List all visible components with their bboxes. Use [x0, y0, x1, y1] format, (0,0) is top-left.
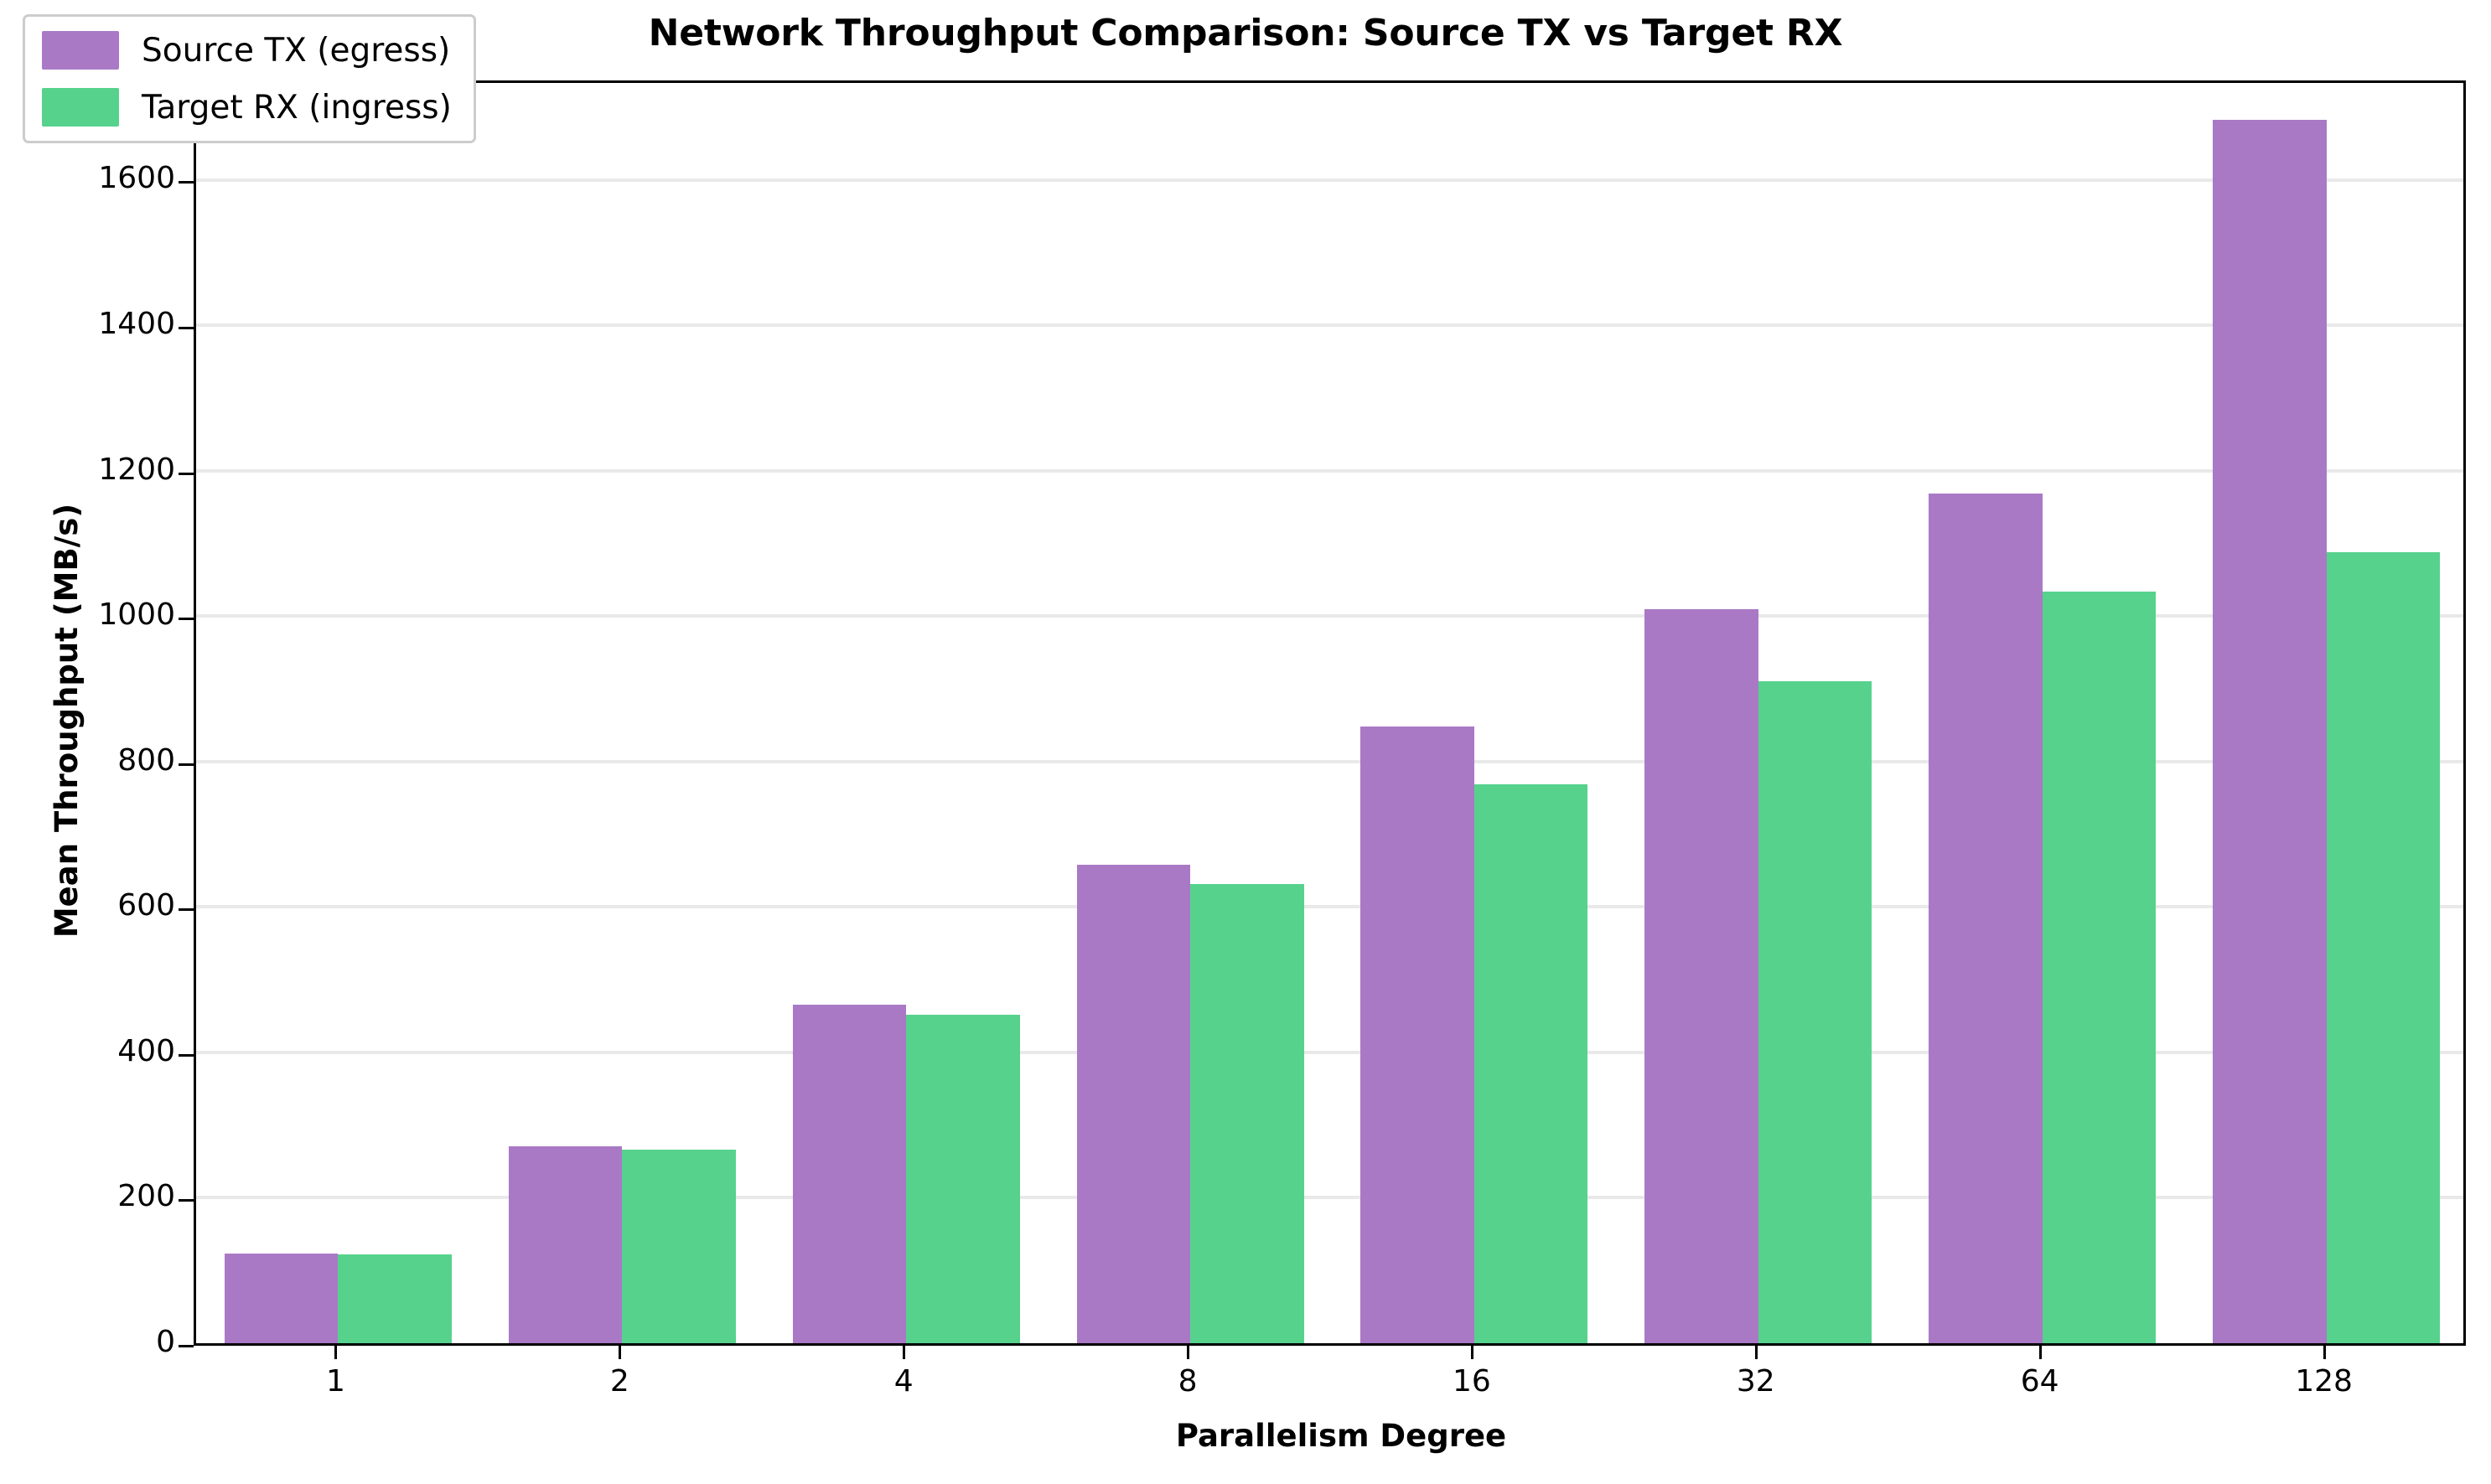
chart-title: Network Throughput Comparison: Source TX…: [648, 12, 1843, 54]
bar-source-tx[interactable]: [224, 1254, 339, 1343]
x-tick-mark: [619, 1346, 622, 1359]
bar-target-rx[interactable]: [1758, 681, 1872, 1343]
gridline: [196, 323, 2463, 328]
y-tick-mark: [179, 1345, 194, 1347]
gridline: [196, 614, 2463, 618]
bar-target-rx[interactable]: [622, 1150, 736, 1343]
bar-source-tx[interactable]: [1360, 726, 1474, 1343]
y-tick-mark: [179, 472, 194, 475]
y-tick-mark: [179, 181, 194, 184]
bar-source-tx[interactable]: [2213, 120, 2327, 1343]
bar-source-tx[interactable]: [792, 1005, 907, 1343]
bar-source-tx[interactable]: [1076, 864, 1191, 1343]
plot-area: [194, 80, 2466, 1346]
bar-target-rx[interactable]: [2326, 551, 2441, 1343]
bar-target-rx[interactable]: [1190, 884, 1304, 1343]
y-tick-label: 600: [117, 888, 175, 923]
x-tick-mark: [1187, 1346, 1190, 1359]
y-tick-mark: [179, 618, 194, 621]
x-tick-mark: [1470, 1346, 1473, 1359]
legend-swatch-source-tx: [42, 31, 119, 70]
bar-source-tx[interactable]: [1929, 494, 2043, 1343]
x-tick-label: 32: [1736, 1364, 1775, 1399]
x-tick-label: 1: [325, 1364, 345, 1399]
x-tick-label: 128: [2295, 1364, 2353, 1399]
x-tick-mark: [1754, 1346, 1758, 1359]
x-tick-label: 16: [1453, 1364, 1491, 1399]
x-tick-label: 8: [1178, 1364, 1198, 1399]
gridline: [196, 759, 2463, 763]
y-tick-label: 1200: [98, 452, 175, 487]
gridline: [196, 178, 2463, 182]
x-tick-mark: [334, 1346, 338, 1359]
legend-swatch-target-rx: [42, 88, 119, 127]
x-tick-mark: [903, 1346, 906, 1359]
y-tick-mark: [179, 1199, 194, 1202]
y-tick-label: 1400: [98, 307, 175, 342]
y-tick-mark: [179, 327, 194, 330]
x-tick-mark: [2038, 1346, 2042, 1359]
legend-item[interactable]: Target RX (ingress): [42, 88, 452, 127]
bar-target-rx[interactable]: [906, 1014, 1020, 1343]
legend: Source TX (egress) Target RX (ingress): [23, 14, 476, 143]
y-tick-label: 0: [156, 1325, 175, 1359]
bar-target-rx[interactable]: [2042, 591, 2157, 1343]
bar-source-tx[interactable]: [508, 1145, 623, 1343]
x-tick-mark: [2323, 1346, 2326, 1359]
legend-label-source-tx: Source TX (egress): [142, 31, 451, 70]
bar-source-tx[interactable]: [1644, 608, 1758, 1343]
y-tick-mark: [179, 1053, 194, 1057]
gridline: [196, 1050, 2463, 1054]
x-tick-label: 4: [893, 1364, 914, 1399]
y-tick-mark: [179, 908, 194, 912]
y-tick-label: 1600: [98, 161, 175, 196]
gridline: [196, 905, 2463, 909]
y-tick-label: 1000: [98, 597, 175, 633]
x-tick-label: 64: [2020, 1364, 2059, 1399]
y-tick-label: 200: [117, 1179, 175, 1214]
gridline: [196, 468, 2463, 473]
y-tick-label: 800: [117, 742, 175, 778]
bar-target-rx[interactable]: [1473, 783, 1588, 1343]
legend-item[interactable]: Source TX (egress): [42, 31, 452, 70]
legend-label-target-rx: Target RX (ingress): [142, 88, 452, 127]
x-axis-label: Parallelism Degree: [1175, 1418, 1507, 1454]
y-tick-mark: [179, 763, 194, 766]
x-tick-label: 2: [609, 1364, 629, 1399]
bar-target-rx[interactable]: [338, 1254, 452, 1343]
gridline: [196, 1196, 2463, 1200]
y-tick-label: 400: [117, 1033, 175, 1068]
